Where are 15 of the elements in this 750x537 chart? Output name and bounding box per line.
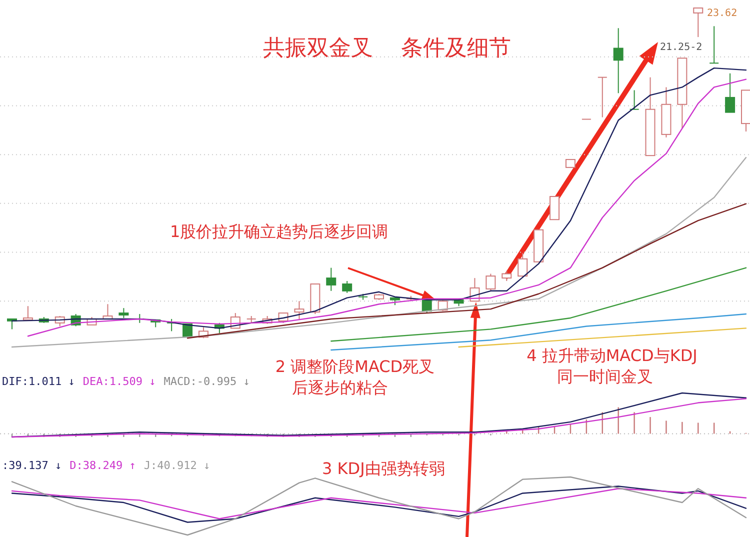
text: 同一时间金叉	[557, 367, 653, 386]
text: DEA:1.509 ↓	[82, 375, 156, 388]
annotation: 3 KDJ由强势转弱	[322, 459, 445, 478]
text: 共振双金叉 条件及细节	[263, 36, 511, 61]
annotation: 后逐步的粘合	[292, 378, 388, 397]
text: :39.137 ↓	[2, 459, 62, 472]
text: 4 拉升带动MACD与KDJ	[526, 346, 698, 365]
text: D:38.249 ↑	[70, 459, 136, 472]
text: 2 调整阶段MACD死叉	[275, 357, 435, 376]
text: J:40.912 ↓	[144, 459, 210, 472]
text: MACD:-0.995 ↓	[164, 375, 250, 388]
annotation: 21.25-2	[660, 42, 702, 53]
annotation: 23.62	[707, 8, 738, 19]
annotation: 1股价拉升确立趋势后逐步回调	[170, 222, 388, 241]
text: DIF:1.011 ↓	[2, 375, 75, 388]
